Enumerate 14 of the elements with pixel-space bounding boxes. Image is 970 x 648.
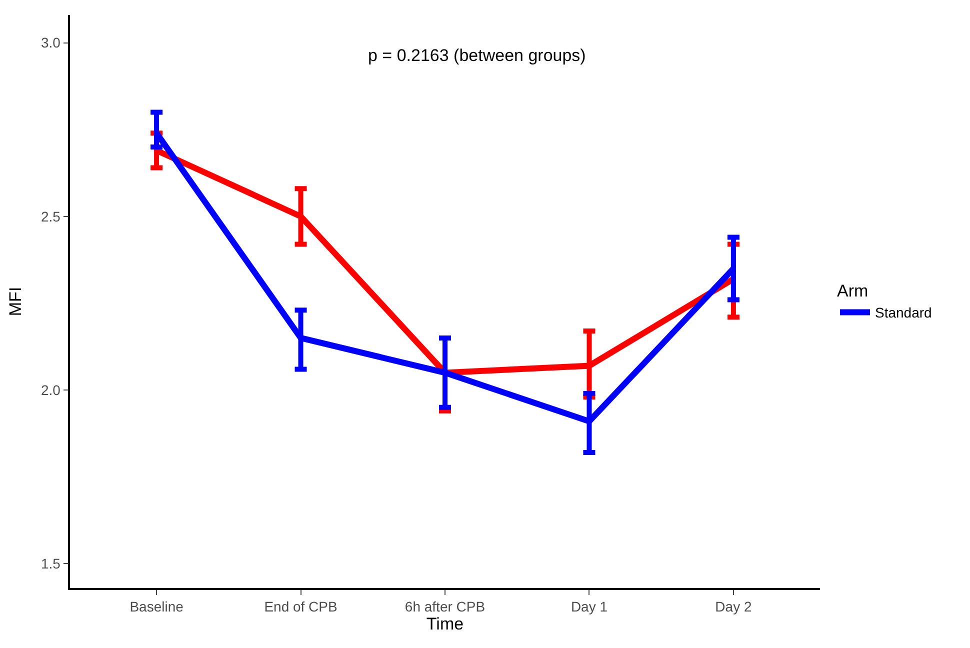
y-axis-title: MFI: [6, 286, 26, 316]
x-tick-label: Baseline: [130, 598, 184, 615]
x-axis-title: Time: [426, 614, 464, 634]
y-tick-label: 2.5: [40, 208, 61, 224]
legend-label: Standard: [875, 304, 932, 321]
legend-title: Arm: [837, 282, 868, 301]
y-tick-label: 1.5: [40, 556, 61, 572]
y-tick-label: 3.0: [40, 34, 61, 51]
x-tick-label: Day 2: [715, 598, 752, 615]
x-tick-label: 6h after CPB: [404, 598, 486, 615]
x-tick-label: End of CPB: [264, 598, 338, 615]
x-tick-label: Day 1: [570, 598, 608, 615]
y-tick-label: 2.0: [40, 382, 61, 398]
annotation: p = 0.2163 (between groups): [368, 46, 586, 65]
